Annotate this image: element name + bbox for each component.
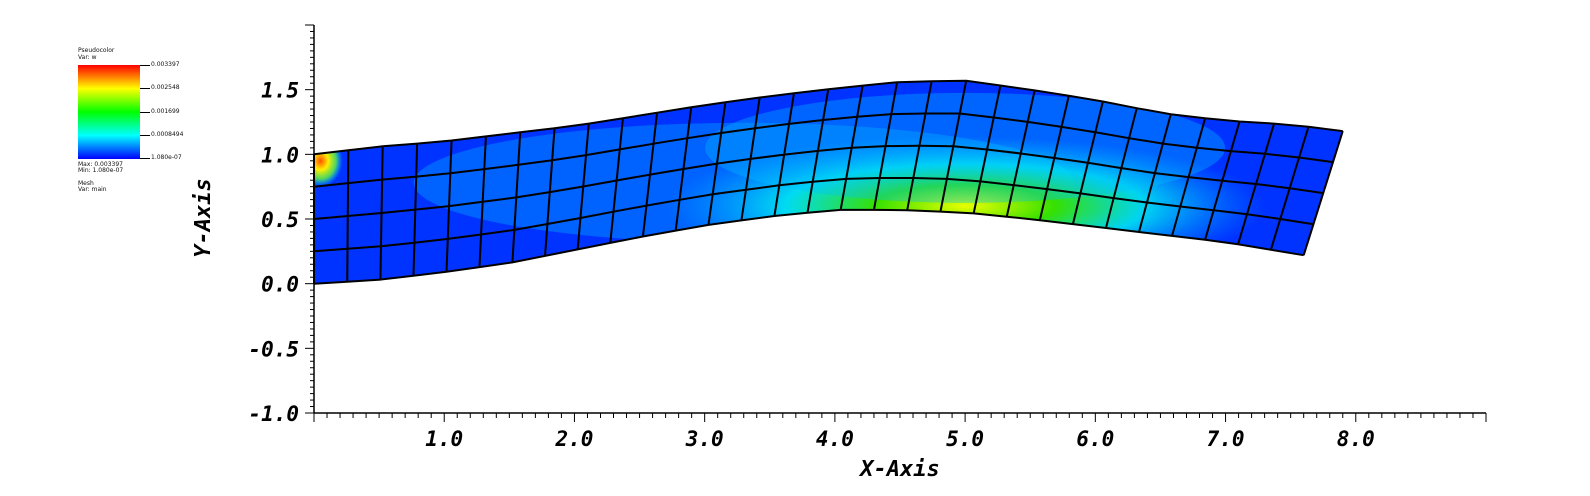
colorbar-tick <box>140 88 150 89</box>
x-tick-label: 1.0 <box>425 427 463 451</box>
y-tick-label: 1.5 <box>261 79 299 103</box>
colorbar-label: 0.002548 <box>151 84 180 91</box>
mesh-line <box>313 208 1304 285</box>
mesh-line <box>1302 130 1344 256</box>
x-tick-label: 4.0 <box>816 427 854 451</box>
legend: Pseudocolor Var: w 0.003397 0.002548 0.0… <box>78 47 218 193</box>
x-tick-label: 3.0 <box>685 427 724 451</box>
x-tick-label: 6.0 <box>1076 427 1114 451</box>
x-tick-label: 5.0 <box>946 427 984 451</box>
colorbar-label: 0.001699 <box>151 108 180 115</box>
y-tick-labels: -1.0 -0.5 0.0 0.5 1.0 1.5 <box>248 79 299 426</box>
corner-hotspot <box>314 134 343 187</box>
legend-mesh-var: Var: main <box>78 186 107 193</box>
y-tick-label: 0.0 <box>261 273 299 297</box>
colorbar-tick <box>140 112 150 113</box>
mesh-lines <box>313 79 1344 285</box>
colorbar <box>78 65 140 159</box>
x-tick-labels: 1.0 2.0 3.0 4.0 5.0 6.0 7.0 8.0 <box>425 427 1374 451</box>
y-axis-title: Y-Axis <box>191 178 216 257</box>
legend-var: Var: w <box>78 54 97 61</box>
y-tick-label: -0.5 <box>248 337 299 361</box>
legend-min: Min: 1.080e-07 <box>78 167 124 174</box>
colorbar-label: 0.003397 <box>151 61 180 68</box>
y-tick-label: 1.0 <box>261 143 299 167</box>
colorbar-label: 1.080e-07 <box>151 154 182 161</box>
colorbar-tick <box>140 65 150 66</box>
axes <box>305 24 1487 422</box>
y-tick-label: 0.5 <box>261 208 299 232</box>
x-tick-label: 7.0 <box>1207 427 1245 451</box>
y-tick-label: -1.0 <box>248 402 299 426</box>
legend-plot-type: Pseudocolor <box>78 47 115 54</box>
mesh-line <box>313 177 1314 253</box>
x-axis-title: X-Axis <box>858 457 939 482</box>
legend-max: Max: 0.003397 <box>78 161 123 168</box>
colorbar-label: 0.0008494 <box>151 131 184 138</box>
x-tick-label: 2.0 <box>554 427 593 451</box>
x-tick-label: 8.0 <box>1337 427 1375 451</box>
colorbar-tick <box>140 135 150 136</box>
legend-mesh-title: Mesh <box>78 180 94 187</box>
mesh-line <box>313 112 1334 188</box>
colorbar-tick <box>140 158 150 159</box>
mesh-line <box>313 144 1324 220</box>
mesh-line <box>313 79 1343 156</box>
